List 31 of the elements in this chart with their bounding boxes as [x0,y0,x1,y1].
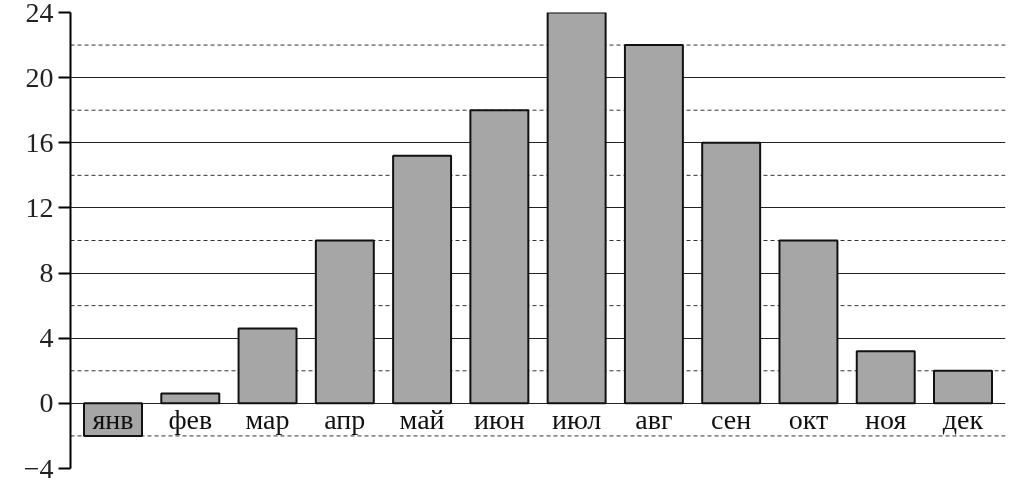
y-tick-label: 0 [39,387,54,419]
bar [546,12,607,405]
x-tick-label: дек [942,404,984,436]
y-tick-label: −4 [23,452,54,483]
x-tick-label: июл [552,404,602,436]
x-tick-label: фев [168,404,213,436]
x-tick-label: окт [788,404,829,436]
bar [623,44,684,405]
bar [237,327,298,405]
x-tick-label: авг [635,404,673,436]
x-tick-label: ноя [865,404,907,436]
y-tick-label: 24 [25,0,54,28]
x-tick-label: май [399,404,445,436]
bar [469,109,530,405]
x-tick-label: мар [245,404,290,436]
x-tick-label: апр [324,404,366,436]
x-tick-label: июн [473,404,525,436]
bar [778,239,839,405]
bar [392,154,453,405]
bar [855,350,916,405]
y-tick-label: 4 [39,322,54,354]
y-tick-label: 12 [25,191,54,223]
y-tick-label: 20 [25,61,54,93]
y-tick-label: 16 [25,126,54,158]
y-tick-label: 8 [39,257,54,289]
bar [933,369,993,405]
x-tick-label: янв [92,404,134,436]
bar [701,141,762,405]
bar [160,392,221,405]
x-tick-label: сен [711,404,752,436]
bar [314,239,375,405]
